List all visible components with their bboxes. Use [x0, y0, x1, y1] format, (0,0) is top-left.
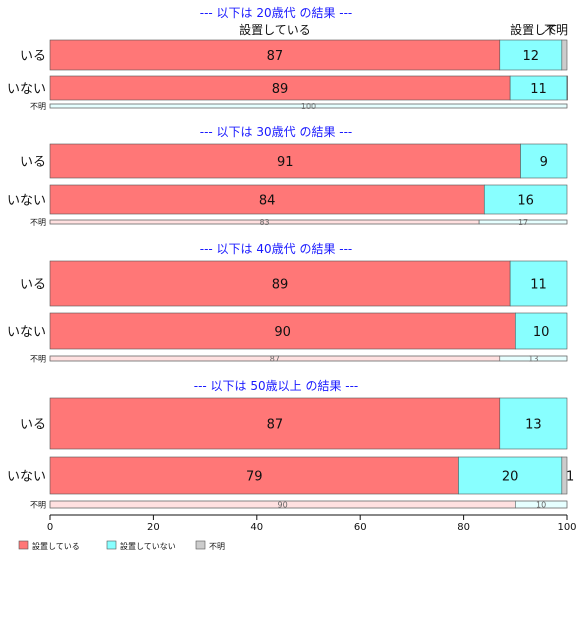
data-label: 87	[267, 49, 284, 64]
data-label: 1	[566, 470, 574, 485]
segment-header-label: 設置して	[510, 22, 558, 37]
row-label: いない	[7, 470, 46, 485]
bar-segment-installed	[49, 260, 511, 307]
thin-bar-outline	[49, 219, 568, 225]
data-label: 11	[530, 82, 547, 97]
legend-label: 設置している	[32, 541, 80, 551]
panel-title: --- 以下は 40歳代 の結果 ---	[200, 242, 353, 256]
x-tick-label: 40	[250, 522, 263, 533]
data-label: 10	[533, 325, 550, 340]
row-label: いる	[20, 49, 46, 64]
bar-segment-installed	[49, 456, 459, 495]
legend-label: 不明	[209, 542, 225, 551]
legend-swatch	[106, 540, 117, 550]
data-label: 17	[518, 218, 528, 227]
x-tick-label: 0	[47, 522, 53, 533]
data-label: 20	[502, 470, 519, 485]
row-label: いる	[20, 278, 46, 293]
row-label: 不明	[30, 102, 46, 111]
data-label: 89	[272, 278, 289, 293]
panel-title: --- 以下は 30歳代 の結果 ---	[200, 125, 353, 139]
bar-segment-unknown	[566, 75, 568, 101]
data-label: 83	[259, 218, 269, 227]
x-tick-label: 80	[457, 522, 470, 533]
bar-segment-unknown	[561, 39, 568, 71]
data-label: 10	[536, 501, 546, 510]
data-label: 9	[540, 155, 548, 170]
data-label: 16	[517, 194, 534, 209]
data-label: 90	[274, 325, 291, 340]
data-label: 13	[528, 355, 538, 364]
panel-title: --- 以下は 20歳代 の結果 ---	[200, 6, 353, 20]
row-label: いない	[7, 82, 46, 97]
row-label: いない	[7, 194, 46, 209]
data-label: 100	[301, 102, 316, 111]
legend-swatch	[195, 540, 206, 550]
data-label: 12	[523, 49, 540, 64]
thin-bar-outline	[49, 355, 568, 362]
bar-segment-not-installed	[499, 397, 568, 450]
data-label: 91	[277, 155, 294, 170]
legend-swatch	[18, 540, 29, 550]
bar-segment-unknown	[561, 456, 568, 495]
legend-label: 設置していない	[120, 541, 176, 551]
row-label: いる	[20, 155, 46, 170]
segment-header-label: 設置している	[239, 22, 311, 37]
data-label: 11	[530, 278, 547, 293]
row-label: いない	[7, 325, 46, 340]
thin-bar-outline	[49, 500, 568, 509]
x-tick-label: 60	[354, 522, 367, 533]
thin-bar-outline	[49, 103, 568, 109]
row-label: 不明	[30, 355, 46, 364]
data-label: 13	[525, 418, 542, 433]
row-label: いる	[20, 418, 46, 433]
bar-segment-not-installed	[509, 260, 568, 307]
row-label: 不明	[30, 218, 46, 227]
data-label: 84	[259, 194, 276, 209]
x-tick-label: 100	[557, 522, 576, 533]
data-label: 87	[270, 355, 280, 364]
bar-segment-not-installed	[458, 456, 563, 495]
data-label: 87	[267, 418, 284, 433]
bar-segment-not-installed	[499, 39, 563, 71]
x-tick-label: 20	[147, 522, 160, 533]
segment-header-label: 不明	[544, 23, 568, 37]
bar-segment-not-installed	[514, 312, 568, 350]
data-label: 90	[278, 501, 288, 510]
panel-title: --- 以下は 50歳以上 の結果 ---	[194, 379, 359, 393]
row-label: 不明	[30, 501, 46, 510]
data-label: 79	[246, 470, 263, 485]
bar-segment-installed	[49, 143, 521, 179]
bar-segment-not-installed	[520, 143, 568, 179]
bar-segment-installed	[49, 184, 485, 215]
bar-segment-not-installed	[483, 184, 568, 215]
data-label: 89	[272, 82, 289, 97]
